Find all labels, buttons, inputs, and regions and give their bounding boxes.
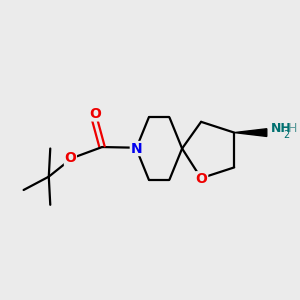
Text: 2: 2	[284, 130, 290, 140]
Text: O: O	[64, 151, 76, 165]
Text: O: O	[196, 172, 208, 186]
Text: H: H	[288, 122, 297, 135]
Text: N: N	[130, 142, 142, 155]
Text: O: O	[89, 107, 100, 121]
Polygon shape	[234, 129, 267, 136]
Text: NH: NH	[271, 122, 292, 135]
